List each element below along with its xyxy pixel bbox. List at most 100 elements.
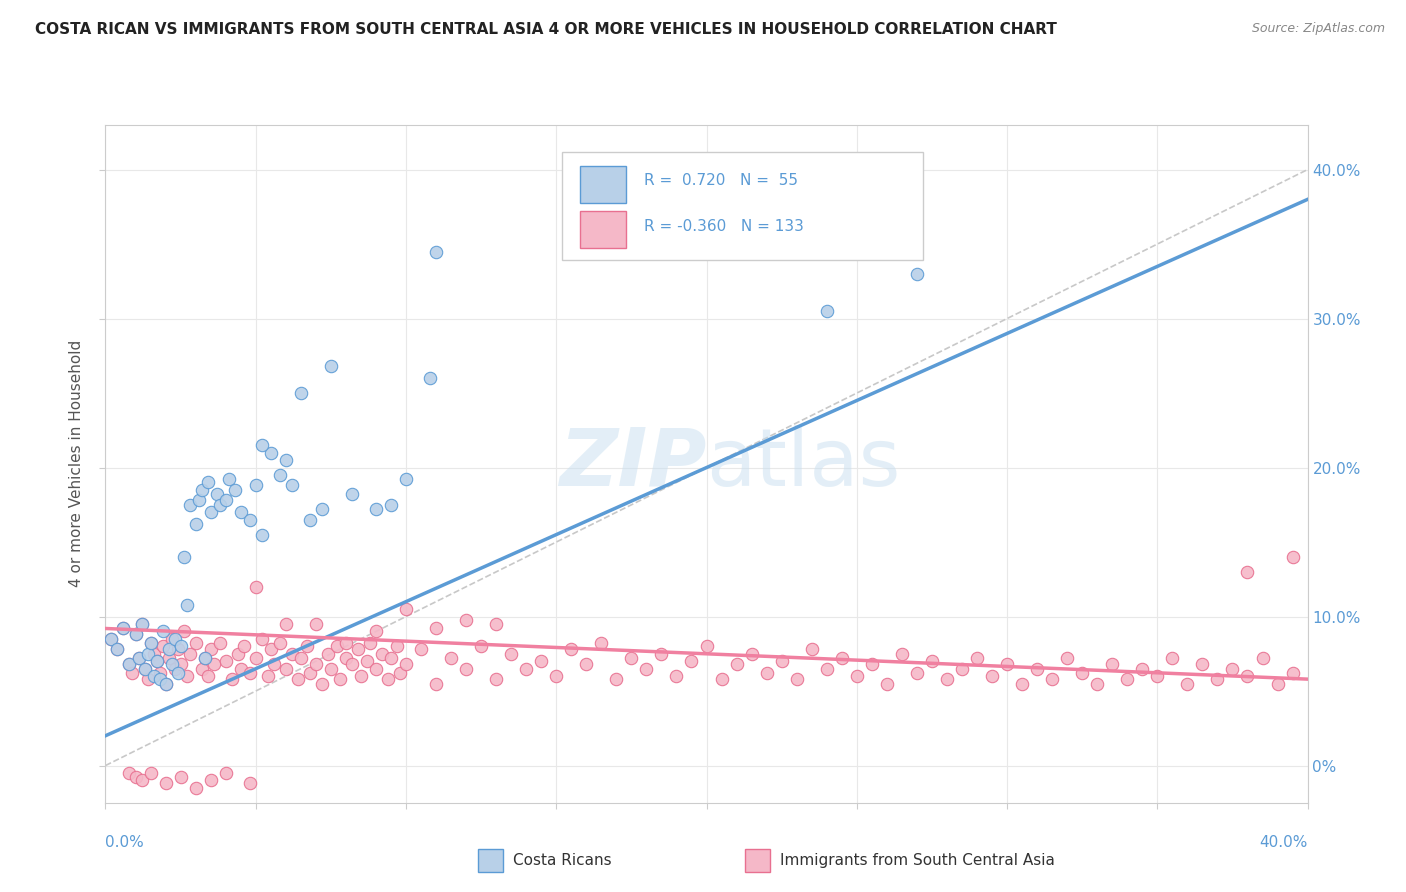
Point xyxy=(560,642,582,657)
Point xyxy=(155,676,177,690)
Point xyxy=(356,654,378,668)
Point xyxy=(245,651,267,665)
Point xyxy=(169,640,191,654)
Point xyxy=(620,651,643,665)
Point xyxy=(385,640,408,654)
Point xyxy=(134,662,156,676)
Point xyxy=(218,473,240,487)
Point xyxy=(274,453,297,467)
Point xyxy=(1011,676,1033,690)
Point xyxy=(112,622,135,636)
Point xyxy=(454,613,477,627)
Point xyxy=(290,386,312,401)
Point xyxy=(194,651,217,665)
Point xyxy=(239,666,262,681)
Point xyxy=(256,669,278,683)
Point xyxy=(340,487,363,501)
Point xyxy=(326,640,349,654)
Text: Source: ZipAtlas.com: Source: ZipAtlas.com xyxy=(1251,22,1385,36)
Point xyxy=(169,771,191,785)
Point xyxy=(260,445,283,459)
Point xyxy=(250,632,273,646)
Point xyxy=(166,642,188,657)
Point xyxy=(725,657,748,672)
Point xyxy=(197,669,219,683)
Point xyxy=(470,640,492,654)
Point xyxy=(250,438,273,452)
Point xyxy=(454,662,477,676)
Point xyxy=(950,662,973,676)
Point xyxy=(118,766,141,780)
Point xyxy=(380,651,402,665)
Point xyxy=(142,647,165,661)
Point xyxy=(269,468,291,483)
Point xyxy=(425,676,447,690)
Point xyxy=(157,642,180,657)
Point xyxy=(395,602,418,616)
Point xyxy=(136,672,159,686)
Point xyxy=(139,636,162,650)
Point xyxy=(166,666,188,681)
Point xyxy=(485,672,508,686)
Point xyxy=(305,617,328,632)
Point xyxy=(214,766,236,780)
Point xyxy=(226,647,249,661)
Point xyxy=(1146,669,1168,683)
Point xyxy=(148,666,170,681)
Point xyxy=(770,654,793,668)
Point xyxy=(173,624,195,639)
Point xyxy=(263,657,285,672)
Point xyxy=(107,642,129,657)
Point xyxy=(200,773,222,788)
Point xyxy=(128,651,150,665)
Point xyxy=(1116,672,1139,686)
Point xyxy=(741,647,763,661)
Point xyxy=(152,624,174,639)
Point xyxy=(546,669,568,683)
Point xyxy=(845,669,868,683)
Point xyxy=(591,636,613,650)
Point xyxy=(388,666,411,681)
Point xyxy=(831,651,853,665)
Point xyxy=(800,642,823,657)
Point xyxy=(311,676,333,690)
Point xyxy=(229,505,252,519)
Point xyxy=(107,642,129,657)
Point xyxy=(148,672,170,686)
Point xyxy=(380,498,402,512)
Point xyxy=(311,502,333,516)
Point xyxy=(1236,565,1258,579)
Point xyxy=(305,657,328,672)
Point xyxy=(208,498,231,512)
Text: ZIP: ZIP xyxy=(560,425,707,503)
Point xyxy=(269,636,291,650)
Point xyxy=(515,662,537,676)
Point xyxy=(425,244,447,259)
Point xyxy=(121,666,143,681)
Point xyxy=(860,657,883,672)
Point xyxy=(1175,676,1198,690)
Point xyxy=(145,654,167,668)
Point xyxy=(605,672,627,686)
Point xyxy=(100,632,122,646)
Point xyxy=(1130,662,1153,676)
Point xyxy=(232,640,254,654)
Text: R =  0.720   N =  55: R = 0.720 N = 55 xyxy=(644,173,799,188)
Point xyxy=(118,657,141,672)
Point xyxy=(1101,657,1123,672)
Point xyxy=(530,654,553,668)
Point xyxy=(287,672,309,686)
Point xyxy=(995,657,1018,672)
Point xyxy=(1026,662,1049,676)
Point xyxy=(214,654,236,668)
Point xyxy=(815,662,838,676)
Point xyxy=(239,513,262,527)
Point xyxy=(1056,651,1078,665)
Point xyxy=(295,640,318,654)
Point xyxy=(131,617,153,632)
Point xyxy=(298,666,321,681)
Text: atlas: atlas xyxy=(707,425,901,503)
Point xyxy=(152,640,174,654)
Point xyxy=(179,647,201,661)
Point xyxy=(100,632,122,646)
